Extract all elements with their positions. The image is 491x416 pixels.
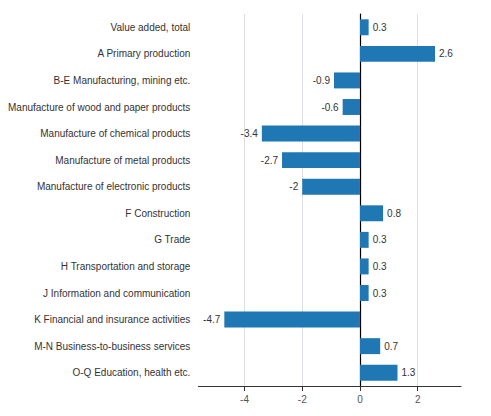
- svg-text:0: 0: [357, 394, 363, 405]
- svg-text:A Primary production: A Primary production: [98, 48, 191, 59]
- svg-text:-4: -4: [240, 394, 249, 405]
- svg-text:1.3: 1.3: [401, 367, 415, 378]
- svg-text:G Trade: G Trade: [154, 234, 191, 245]
- svg-text:-3.4: -3.4: [241, 128, 259, 139]
- svg-text:J Information and communicatio: J Information and communication: [43, 288, 190, 299]
- svg-text:-4.7: -4.7: [203, 314, 221, 325]
- svg-text:M-N Business-to-business servi: M-N Business-to-business services: [34, 341, 190, 352]
- svg-text:Manufacture of electronic prod: Manufacture of electronic products: [37, 181, 190, 192]
- svg-text:-0.6: -0.6: [321, 102, 339, 113]
- svg-text:2.6: 2.6: [439, 48, 453, 59]
- svg-text:-2: -2: [298, 394, 307, 405]
- svg-text:Manufacture of metal products: Manufacture of metal products: [55, 155, 190, 166]
- svg-text:-0.9: -0.9: [313, 75, 331, 86]
- svg-text:Manufacture of chemical produc: Manufacture of chemical products: [40, 128, 190, 139]
- svg-text:H Transportation and storage: H Transportation and storage: [61, 261, 191, 272]
- svg-text:0.3: 0.3: [373, 234, 387, 245]
- svg-text:2: 2: [415, 394, 421, 405]
- svg-text:0.3: 0.3: [373, 261, 387, 272]
- svg-text:0.8: 0.8: [387, 208, 401, 219]
- svg-text:0.7: 0.7: [384, 341, 398, 352]
- svg-text:0.3: 0.3: [373, 288, 387, 299]
- svg-text:0.3: 0.3: [373, 22, 387, 33]
- svg-text:K Financial and insurance acti: K Financial and insurance activities: [34, 314, 190, 325]
- svg-text:Value added, total: Value added, total: [110, 22, 190, 33]
- svg-text:B-E Manufacturing, mining etc.: B-E Manufacturing, mining etc.: [54, 75, 191, 86]
- svg-text:-2.7: -2.7: [261, 155, 279, 166]
- svg-text:Manufacture of wood and paper: Manufacture of wood and paper products: [8, 102, 190, 113]
- svg-text:-2: -2: [289, 181, 298, 192]
- svg-text:O-Q Education, health etc.: O-Q Education, health etc.: [72, 367, 190, 378]
- svg-text:F Construction: F Construction: [125, 208, 190, 219]
